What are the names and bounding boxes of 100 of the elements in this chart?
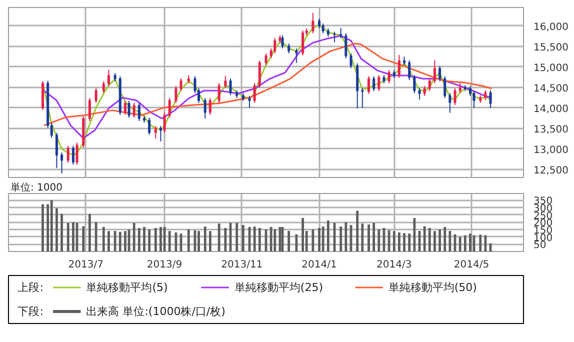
y-tick-label: 50: [534, 240, 546, 252]
bar: [423, 226, 426, 252]
bar: [312, 229, 314, 252]
candlestick: [94, 88, 98, 104]
candlestick: [264, 52, 268, 66]
candlestick: [340, 27, 342, 39]
candlestick: [208, 98, 212, 116]
candlestick: [367, 76, 370, 94]
bar: [479, 234, 482, 252]
candlestick: [408, 60, 411, 81]
candlestick: [484, 90, 487, 101]
bar: [484, 235, 487, 252]
candlestick: [168, 98, 171, 118]
bar: [148, 229, 151, 252]
candlestick: [138, 102, 140, 122]
bar: [356, 210, 359, 252]
candlestick: [361, 88, 364, 108]
bar: [236, 222, 238, 252]
y-tick-label: 15,500: [534, 42, 568, 54]
candlestick: [107, 69, 110, 87]
candlestick: [438, 66, 442, 82]
bar: [392, 231, 396, 252]
candlestick: [322, 22, 324, 34]
bar: [413, 218, 416, 252]
bar: [143, 226, 146, 252]
bar: [408, 234, 411, 252]
bar: [444, 226, 446, 252]
candlestick: [248, 95, 251, 108]
candlestick: [378, 74, 380, 92]
legend-label: 出来高 単位:(1000株/口/枚): [86, 305, 226, 318]
candlestick: [148, 117, 151, 136]
bar: [124, 231, 126, 252]
y-tick-label: 15,000: [534, 62, 568, 74]
candlestick: [72, 145, 74, 166]
candlestick: [281, 34, 284, 49]
candlestick: [55, 132, 58, 169]
candlestick: [388, 70, 390, 84]
candlestick: [128, 100, 130, 118]
bar: [344, 222, 348, 252]
bar: [198, 230, 200, 252]
bar: [434, 231, 436, 252]
bar: [138, 228, 140, 252]
candlestick: [423, 86, 426, 96]
bar: [46, 204, 50, 252]
candlestick: [204, 98, 206, 120]
candlestick: [174, 86, 178, 104]
bar: [464, 235, 466, 252]
y-tick-label: 13,000: [534, 144, 568, 156]
bar: [187, 229, 190, 252]
bar: [274, 229, 276, 252]
bar: [88, 214, 91, 252]
bar: [114, 230, 116, 252]
bar: [160, 226, 162, 252]
x-tick-label: 2014/5: [454, 260, 490, 270]
candlestick: [60, 152, 64, 174]
x-tick-label: 2014/3: [376, 260, 412, 270]
candlestick: [154, 125, 157, 140]
candlestick: [372, 76, 376, 92]
bar: [326, 220, 330, 252]
candlestick: [76, 142, 78, 166]
legend-label: 単純移動平均(5): [86, 281, 168, 294]
candlestick: [472, 90, 476, 108]
candlestick: [312, 12, 314, 34]
bar: [403, 233, 406, 252]
legend-label: 単純移動平均(25): [234, 281, 324, 294]
bar: [55, 208, 58, 252]
bar: [302, 218, 304, 252]
x-tick-label: 2013/11: [221, 260, 263, 270]
candlestick: [433, 60, 436, 84]
text: 単位: 1000: [10, 182, 62, 194]
bar: [154, 228, 157, 252]
candlestick: [163, 112, 166, 134]
candlestick: [444, 76, 446, 99]
bar: [168, 230, 171, 252]
candlestick: [102, 80, 105, 94]
candlestick: [132, 102, 136, 118]
bar: [368, 224, 370, 252]
bar: [438, 229, 441, 252]
y-tick-label: 13,500: [534, 124, 568, 136]
bar: [278, 226, 282, 252]
y-tick-label: 12,500: [534, 165, 568, 176]
bar: [372, 222, 376, 252]
candlestick: [288, 43, 290, 54]
bar: [253, 226, 256, 252]
candlestick: [318, 18, 321, 29]
x-tick-label: 2013/7: [68, 260, 104, 270]
candlestick: [124, 100, 126, 116]
bar: [340, 226, 342, 252]
legend-title: 下段:: [18, 305, 44, 318]
bar: [72, 222, 74, 252]
candlestick: [180, 78, 182, 92]
x-tick-label: 2014/1: [302, 260, 337, 270]
bar: [288, 230, 290, 252]
candlestick: [448, 92, 452, 114]
candlestick: [413, 74, 416, 94]
bar: [108, 231, 110, 252]
x-tick-label: 2013/9: [146, 260, 182, 270]
bar: [398, 232, 400, 252]
legend-title: 上段:: [18, 281, 44, 294]
candlestick: [66, 145, 70, 164]
